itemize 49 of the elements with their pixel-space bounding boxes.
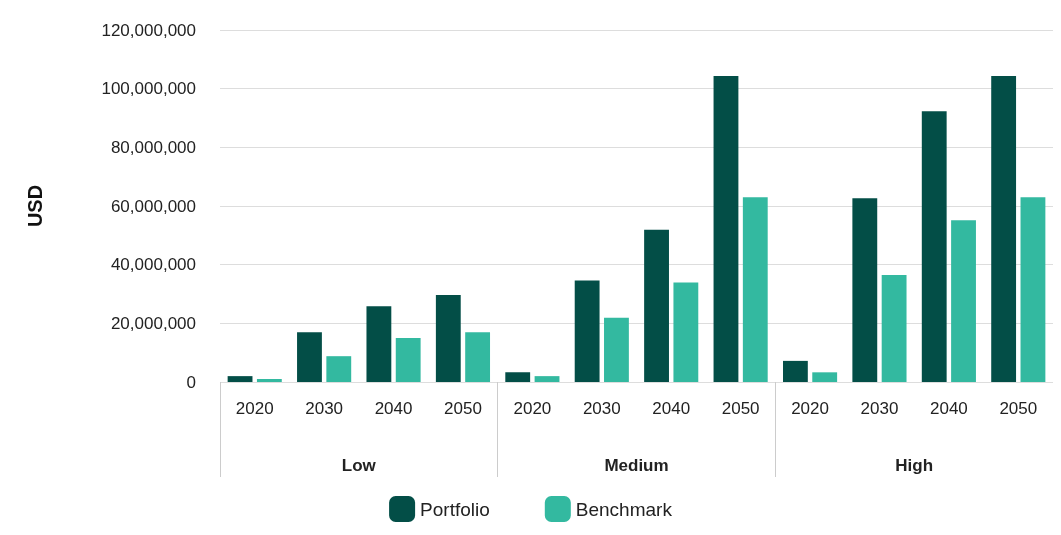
x-tick-label: 2050 <box>721 399 760 418</box>
x-tick-label: 2030 <box>860 399 899 418</box>
bar <box>297 332 322 382</box>
y-axis-title: USD <box>24 184 46 228</box>
x-tick-label: 2030 <box>582 399 621 418</box>
bar <box>505 372 531 382</box>
y-tick-label: 40,000,000 <box>110 255 196 275</box>
x-tick-label: 2020 <box>513 399 552 418</box>
x-tick-label: 2050 <box>999 399 1038 418</box>
x-tick-label: 2030 <box>305 399 344 418</box>
x-tick-label: 2020 <box>235 399 274 418</box>
bar <box>991 76 1017 382</box>
bar <box>366 306 392 382</box>
y-tick-label: 0 <box>186 372 196 392</box>
bar <box>881 274 907 382</box>
bar <box>534 376 560 382</box>
text: Low <box>341 456 377 475</box>
bar <box>465 332 491 382</box>
bar <box>1020 197 1046 382</box>
bar <box>395 338 421 382</box>
bar <box>921 111 947 382</box>
y-tick-label: 120,000,000 <box>101 20 196 40</box>
x-tick-label: 2040 <box>652 399 691 418</box>
text: Medium <box>604 456 669 475</box>
x-tick-label: 2040 <box>374 399 413 418</box>
bar <box>574 280 600 382</box>
bar <box>227 376 253 382</box>
bar <box>256 379 282 382</box>
text: High <box>895 456 934 475</box>
bar <box>435 294 461 382</box>
y-tick-label: 20,000,000 <box>110 313 196 333</box>
bar <box>713 76 739 382</box>
bar <box>782 360 808 382</box>
x-tick-label: 2050 <box>444 399 482 418</box>
bar <box>326 356 352 382</box>
y-tick-label: 100,000,000 <box>101 79 196 99</box>
y-tick-label: 80,000,000 <box>110 137 196 157</box>
bar <box>812 372 838 382</box>
bar <box>673 282 699 382</box>
x-tick-label: 2020 <box>791 399 829 418</box>
legend-label: Benchmark <box>575 498 673 520</box>
bar <box>604 317 629 382</box>
legend-label: Portfolio <box>420 498 490 520</box>
bar <box>951 220 976 382</box>
x-tick-label: 2040 <box>929 399 968 418</box>
bar <box>852 198 878 382</box>
bar <box>644 229 669 382</box>
bar <box>742 197 768 382</box>
y-tick-label: 60,000,000 <box>110 196 196 216</box>
